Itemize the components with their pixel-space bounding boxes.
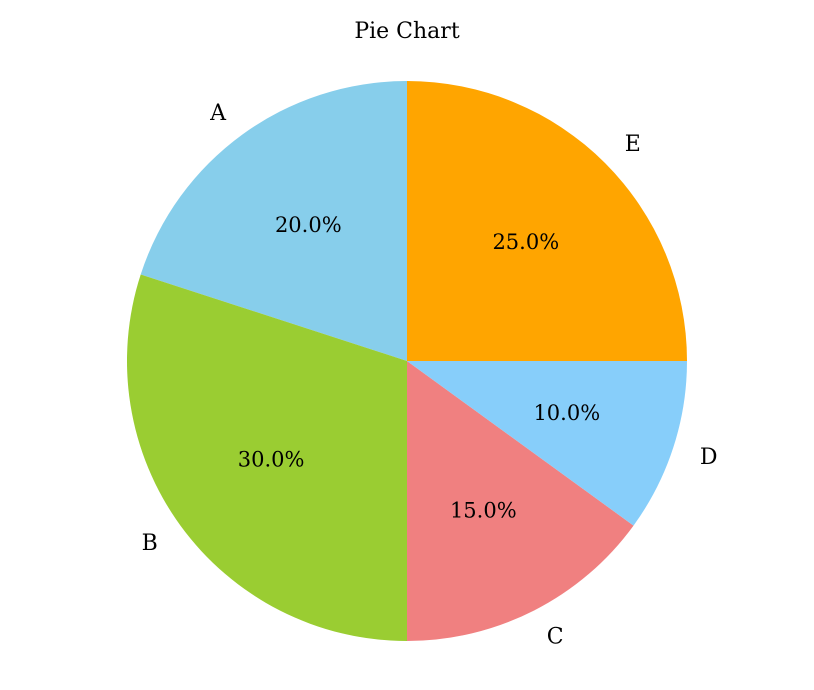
pie-slice-c-percent: 15.0% bbox=[450, 499, 517, 523]
pie-slice-d-label: D bbox=[700, 445, 718, 470]
chart-title: Pie Chart bbox=[354, 19, 459, 44]
pie-slice-a-percent: 20.0% bbox=[275, 213, 342, 237]
pie-slices bbox=[126, 81, 687, 641]
pie-slice-b-percent: 30.0% bbox=[238, 448, 305, 472]
pie-slice-d bbox=[407, 361, 687, 526]
pie-slice-e-label: E bbox=[625, 132, 641, 157]
pie-slice-c-label: C bbox=[547, 624, 564, 649]
pie-slice-d-percent: 10.0% bbox=[533, 401, 600, 425]
pie-slice-e-percent: 25.0% bbox=[492, 230, 559, 254]
pie-labels: 20.0% A 30.0% B 15.0% C 10.0% D 25.0% E bbox=[142, 101, 718, 650]
pie-slice-b bbox=[126, 274, 407, 641]
pie-slice-a bbox=[140, 81, 407, 361]
pie-slice-a-label: A bbox=[209, 101, 227, 126]
pie-slice-e bbox=[407, 81, 687, 361]
pie-slice-b-label: B bbox=[142, 531, 158, 556]
pie-slice-c bbox=[407, 361, 634, 641]
